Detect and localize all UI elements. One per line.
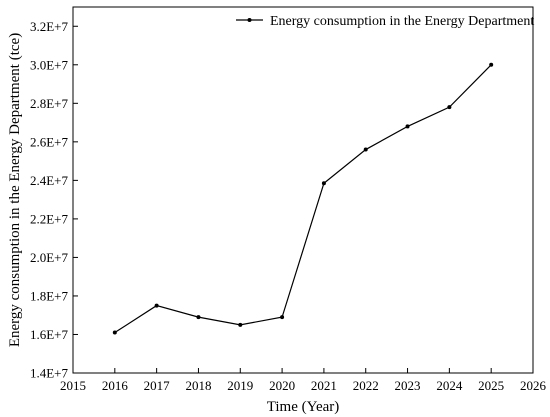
data-point: [196, 315, 201, 320]
data-point: [489, 62, 494, 67]
x-tick-label: 2022: [353, 378, 379, 393]
data-point: [363, 147, 368, 152]
legend: Energy consumption in the Energy Departm…: [236, 14, 534, 29]
data-point: [405, 124, 410, 129]
y-tick-label: 2.2E+7: [30, 211, 69, 226]
y-tick-label: 1.4E+7: [30, 366, 69, 381]
x-tick-label: 2026: [520, 378, 547, 393]
series-line: [114, 64, 492, 334]
data-point: [447, 105, 452, 110]
y-tick-label: 2.8E+7: [30, 96, 69, 111]
legend-entry-label: Energy consumption in the Energy Departm…: [270, 14, 534, 29]
data-point: [280, 315, 285, 320]
y-axis: 1.4E+7 1.6E+7 1.8E+7 2.0E+7 2.2E+7 2.4E+7 2.6E…: [30, 19, 78, 381]
data-point: [154, 303, 159, 308]
x-tick-label: 2016: [102, 378, 129, 393]
x-axis: 2015 2016 2017 2018 2019 2020 2021 2022 2023 2024…: [60, 368, 547, 393]
y-tick-label: 2.6E+7: [30, 134, 69, 149]
x-tick-label: 2023: [395, 378, 421, 393]
y-axis-title: Energy consumption in the Energy Departm…: [7, 33, 23, 347]
x-tick-label: 2024: [436, 378, 463, 393]
x-tick-label: 2021: [311, 378, 337, 393]
y-tick-label: 1.8E+7: [30, 288, 69, 303]
y-tick-label: 3.2E+7: [30, 19, 69, 34]
x-tick-label: 2020: [269, 378, 295, 393]
x-tick-label: 2017: [144, 378, 171, 393]
series-layer: [112, 62, 494, 335]
y-tick-label: 1.6E+7: [30, 327, 69, 342]
x-tick-label: 2019: [227, 378, 253, 393]
data-point: [238, 322, 243, 327]
data-point: [112, 330, 117, 335]
y-tick-label: 2.4E+7: [30, 173, 69, 188]
y-tick-label: 3.0E+7: [30, 57, 69, 72]
x-tick-label: 2025: [478, 378, 504, 393]
y-tick-label: 2.0E+7: [30, 250, 69, 265]
plot-area-frame: [72, 6, 534, 374]
x-tick-label: 2018: [185, 378, 211, 393]
data-point: [321, 181, 326, 186]
legend-point-marker: [247, 18, 252, 22]
x-tick-label: 2015: [60, 378, 86, 393]
x-axis-title: Time (Year): [267, 399, 340, 415]
